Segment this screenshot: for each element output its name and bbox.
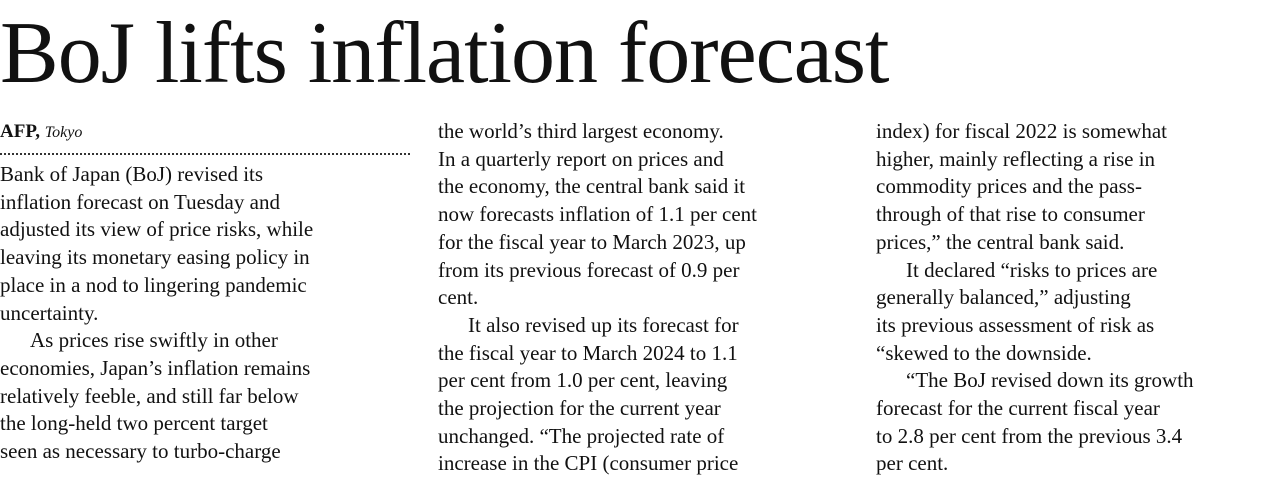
article-text-line: its previous assessment of risk as: [876, 312, 1155, 337]
article-text-line: generally balanced,” adjusting: [876, 285, 1131, 310]
article-text-line: “The BoJ revised down its growth: [906, 368, 1194, 393]
article-text-line: higher, mainly reflecting a rise in: [876, 146, 1156, 171]
article-text-line: relatively feeble, and still far below: [0, 383, 299, 408]
article-text-line: inflation forecast on Tuesday and: [0, 189, 280, 214]
article-text-line: the economy, the central bank said it: [438, 174, 746, 199]
byline-divider: [0, 153, 410, 155]
article-text-line: the fiscal year to March 2024 to 1.1: [438, 340, 738, 365]
article-text-line: adjusted its view of price risks, while: [0, 217, 314, 242]
article-text-line: “skewed to the downside.: [876, 340, 1092, 365]
article-text-line: forecast for the current fiscal year: [876, 396, 1160, 421]
article-text-line: leaving its monetary easing policy in: [0, 245, 310, 270]
article-text-line: seen as necessary to turbo-charge: [0, 439, 281, 464]
article-text-line: the long-held two percent target: [0, 411, 268, 436]
article-text-line: now forecasts inflation of 1.1 per cent: [438, 202, 757, 227]
article-text-line: cent.: [438, 285, 479, 310]
article-text-line: uncertainty.: [0, 300, 99, 325]
article-text-line: place in a nod to lingering pandemic: [0, 272, 307, 297]
article-text-line: In a quarterly report on prices and: [438, 146, 724, 171]
article-text-line: to 2.8 per cent from the previous 3.4: [876, 423, 1183, 448]
article-text-line: increase in the CPI (consumer price: [438, 451, 739, 476]
article-text-line: commodity prices and the pass-: [876, 174, 1142, 199]
article-column-1: AFP, Tokyo Bank of Japan (BoJ) revised i…: [0, 118, 412, 466]
article-text-line: economies, Japan’s inflation remains: [0, 355, 311, 380]
article-text-line: the projection for the current year: [438, 396, 721, 421]
article-text-line: As prices rise swiftly in other: [30, 328, 278, 353]
article-text-line: It also revised up its forecast for: [468, 312, 739, 337]
article-text-line: It declared “risks to prices are: [906, 257, 1158, 282]
article-text-line: for the fiscal year to March 2023, up: [438, 229, 746, 254]
article-text-line: per cent from 1.0 per cent, leaving: [438, 368, 728, 393]
article-text-line: per cent.: [876, 451, 949, 476]
byline: AFP, Tokyo: [0, 118, 412, 147]
article-column-3: index) for fiscal 2022 is somewhat higher…: [876, 118, 1281, 478]
article-headline: BoJ lifts inflation forecast: [0, 5, 889, 102]
byline-place: Tokyo: [44, 124, 83, 141]
article-text-line: through of that rise to consumer: [876, 202, 1145, 227]
byline-agency: AFP,: [0, 121, 40, 142]
article-text-line: unchanged. “The projected rate of: [438, 423, 725, 448]
article-column-2: the world’s third largest economy. In a q…: [438, 118, 848, 478]
article-text-line: the world’s third largest economy.: [438, 119, 724, 143]
article-text-line: prices,” the central bank said.: [876, 229, 1125, 254]
article-text-line: Bank of Japan (BoJ) revised its: [0, 162, 264, 186]
article-text-line: index) for fiscal 2022 is somewhat: [876, 119, 1168, 143]
article-text-line: from its previous forecast of 0.9 per: [438, 257, 740, 282]
